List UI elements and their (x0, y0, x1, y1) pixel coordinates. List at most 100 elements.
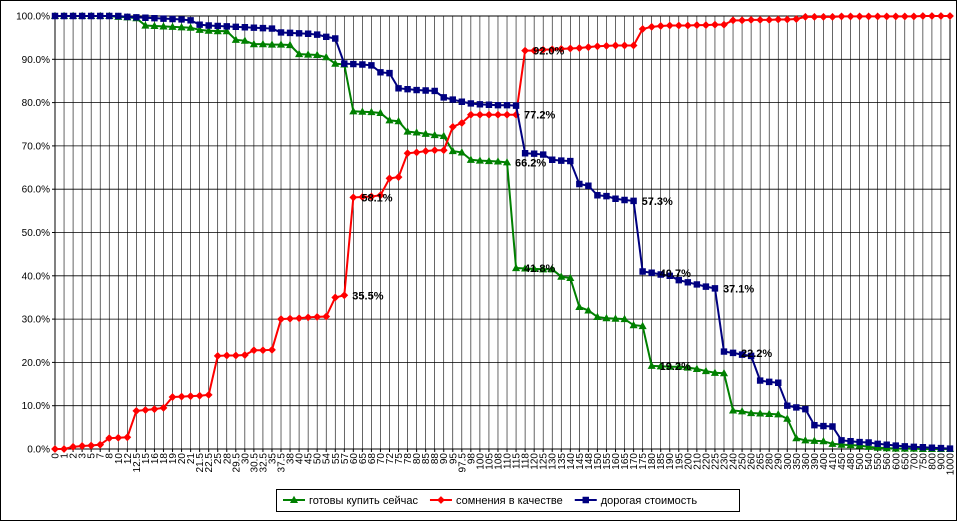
marker (711, 20, 719, 29)
marker (611, 314, 620, 322)
marker (937, 12, 945, 20)
marker (539, 45, 548, 54)
marker (882, 12, 891, 21)
marker (168, 393, 177, 401)
x-tick-label: 32.5 (258, 453, 269, 473)
y-tick-label: 0.0% (27, 445, 50, 456)
x-tick-label: 540 (864, 453, 875, 470)
marker (422, 87, 429, 94)
marker (584, 306, 593, 314)
marker (485, 101, 493, 108)
marker (332, 35, 339, 42)
legend-label: сомнения в качестве (456, 495, 563, 507)
marker (801, 436, 810, 444)
x-tick-label: 155 (602, 453, 613, 470)
marker (386, 69, 393, 77)
x-tick-label: 350 (792, 453, 803, 470)
marker (928, 444, 936, 451)
marker (268, 25, 276, 32)
x-tick-label: 125 (539, 453, 550, 470)
x-tick-label: 560 (882, 453, 893, 470)
marker (865, 439, 872, 446)
marker (51, 12, 59, 20)
marker (213, 351, 222, 360)
marker (711, 285, 719, 292)
marker (214, 22, 221, 30)
y-tick-label: 100.0% (16, 12, 50, 23)
marker (457, 148, 466, 156)
marker (277, 29, 285, 36)
marker (286, 314, 294, 323)
marker (493, 157, 503, 165)
x-tick-label: 60 (349, 453, 360, 465)
marker (484, 156, 493, 165)
marker (512, 263, 521, 272)
x-tick-label: 190 (665, 453, 676, 470)
y-tick-label: 30.0% (22, 315, 50, 326)
marker (720, 348, 728, 355)
marker (593, 312, 602, 320)
x-tick-label: 210 (692, 453, 703, 470)
x-tick-label: 22.5 (204, 453, 215, 473)
marker (240, 36, 249, 44)
data-label: 37.1% (723, 283, 754, 295)
x-tick-label: 90 (439, 453, 450, 465)
marker (195, 25, 204, 33)
marker (403, 149, 412, 158)
marker (856, 438, 863, 446)
y-tick-label: 60.0% (22, 185, 50, 196)
marker (801, 12, 810, 21)
marker (96, 440, 105, 449)
marker (276, 40, 286, 48)
marker (792, 15, 801, 23)
marker (539, 265, 548, 273)
marker (485, 110, 493, 119)
x-tick-label: 19 (168, 453, 179, 465)
x-tick-label: 25 (213, 453, 224, 465)
marker (873, 443, 882, 451)
x-tick-label: 20 (177, 453, 188, 465)
x-tick-label: 78 (403, 453, 414, 465)
marker (385, 116, 394, 124)
marker (60, 445, 68, 453)
x-tick-label: 175 (638, 453, 649, 470)
marker (195, 391, 204, 400)
marker (196, 21, 203, 28)
x-tick-label: 130 (548, 453, 559, 470)
marker (621, 196, 628, 204)
marker (168, 22, 177, 30)
marker (449, 96, 456, 103)
marker (620, 41, 629, 50)
marker (784, 402, 791, 409)
marker (96, 12, 104, 20)
x-tick-label: 400 (819, 453, 830, 470)
marker (367, 107, 376, 116)
marker (249, 39, 258, 48)
marker (448, 146, 457, 155)
x-tick-label: 80 (412, 453, 423, 465)
marker (774, 410, 783, 418)
marker (295, 49, 304, 58)
x-tick-label: 360 (801, 453, 812, 470)
x-tick-label: 290 (774, 453, 785, 470)
x-tick-label: 97.5 (457, 453, 468, 473)
marker (819, 436, 828, 445)
marker (368, 62, 375, 69)
marker (249, 346, 258, 355)
x-tick-label: 35 (267, 453, 278, 465)
series-line (55, 15, 950, 450)
marker (177, 23, 186, 31)
marker (240, 351, 249, 359)
marker (69, 442, 77, 451)
x-tick-label: 70 (376, 453, 387, 465)
marker (909, 12, 918, 21)
x-tick-label: 98 (466, 453, 477, 465)
marker (439, 131, 448, 140)
data-label: 58.1% (361, 192, 392, 204)
marker (820, 422, 827, 430)
marker (585, 182, 592, 189)
marker (313, 313, 322, 321)
marker (385, 174, 394, 183)
x-tick-label: 105 (484, 453, 495, 470)
